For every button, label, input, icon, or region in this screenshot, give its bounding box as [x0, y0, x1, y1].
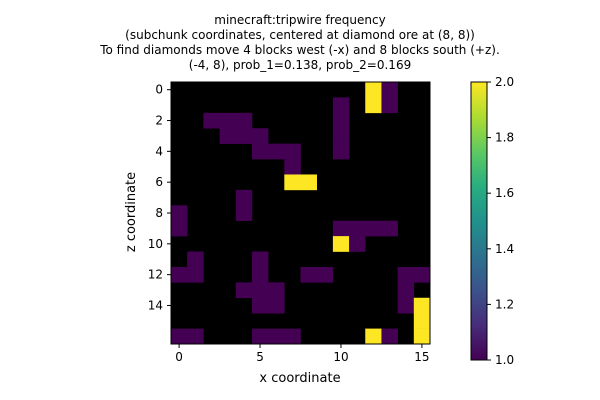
heatmap-cell [381, 97, 398, 114]
y-axis: 0 2 4 6 8 10 12 14 [148, 83, 171, 312]
x-tick-label: 0 [175, 350, 183, 364]
colorbar-ticks: 1.0 1.2 1.4 1.6 1.8 2.0 [487, 75, 514, 367]
title-line-3: To find diamonds move 4 blocks west (-x)… [100, 43, 500, 57]
colorbar-tick-label: 1.4 [495, 242, 514, 256]
heatmap-cell [316, 266, 334, 283]
heatmap-cell [413, 297, 431, 314]
heatmap-cell [251, 266, 269, 283]
heatmap-cells [171, 82, 431, 345]
heatmap-cell [268, 143, 285, 160]
heatmap-cell [187, 251, 204, 268]
x-axis-label: x coordinate [259, 371, 340, 386]
heatmap-cell [251, 128, 269, 144]
heatmap-cell [332, 143, 350, 160]
heatmap-cell [251, 143, 269, 160]
heatmap-cell [284, 174, 301, 191]
title-line-4: (-4, 8), prob_1=0.138, prob_2=0.169 [188, 58, 412, 72]
heatmap-cell [187, 328, 204, 345]
x-tick-label: 10 [333, 350, 348, 364]
heatmap-cell [268, 282, 285, 299]
heatmap-cell [268, 297, 285, 314]
heatmap-cell [332, 128, 350, 144]
heatmap-cell [268, 328, 285, 345]
y-axis-label: z coordinate [124, 172, 139, 252]
heatmap-cell [397, 266, 415, 283]
heatmap-cell [365, 82, 382, 98]
heatmap-cell [235, 189, 253, 206]
heatmap-cell [332, 236, 350, 252]
heatmap-cell [365, 220, 382, 237]
heatmap-cell [300, 174, 317, 191]
y-tick-label: 6 [155, 175, 163, 189]
heatmap-cell [300, 266, 317, 283]
heatmap-cell [171, 328, 188, 345]
heatmap-cell [413, 313, 431, 329]
heatmap-cell [365, 97, 382, 114]
heatmap-cell [284, 143, 301, 160]
heatmap-cell [171, 220, 188, 237]
colorbar-tick-label: 1.8 [495, 131, 514, 145]
heatmap-cell [332, 97, 350, 114]
colorbar-tick-label: 1.0 [495, 353, 514, 367]
x-tick-label: 15 [414, 350, 429, 364]
heatmap-cell [219, 112, 237, 129]
heatmap-cell [284, 328, 301, 345]
heatmap-cell [349, 236, 366, 252]
heatmap-cell [349, 220, 366, 237]
heatmap-cell [235, 282, 253, 299]
colorbar-tick-label: 2.0 [495, 75, 514, 89]
title-line-2: (subchunk coordinates, centered at diamo… [125, 28, 475, 42]
title-line-1: minecraft:tripwire frequency [214, 13, 386, 27]
colorbar-tick-label: 1.6 [495, 186, 514, 200]
y-tick-label: 0 [155, 83, 163, 97]
heatmap-cell [171, 205, 188, 221]
heatmap-cell [413, 266, 431, 283]
heatmap-cell [219, 128, 237, 144]
heatmap-cell [251, 297, 269, 314]
heatmap-cell [397, 282, 415, 299]
heatmap-cell [381, 82, 398, 98]
colorbar-tick-label: 1.2 [495, 297, 514, 311]
heatmap-cell [381, 220, 398, 237]
y-tick-label: 2 [155, 114, 163, 128]
y-tick-label: 14 [148, 298, 163, 312]
heatmap-cell [251, 251, 269, 268]
heatmap-cell [235, 112, 253, 129]
heatmap-cell [332, 220, 350, 237]
heatmap-cell [381, 328, 398, 345]
y-tick-label: 12 [148, 268, 163, 282]
heatmap-cell [171, 266, 188, 283]
heatmap-cell [365, 328, 382, 345]
heatmap-cell [284, 159, 301, 175]
heatmap-cell [413, 328, 431, 345]
y-tick-label: 8 [155, 206, 163, 220]
heatmap-cell [235, 205, 253, 221]
y-tick-label: 4 [155, 144, 163, 158]
colorbar: 1.0 1.2 1.4 1.6 1.8 2.0 [470, 75, 514, 367]
heatmap-cell [251, 328, 269, 345]
x-axis: 0 5 10 15 [175, 344, 430, 364]
heatmap-cell [235, 128, 253, 144]
y-tick-label: 10 [148, 237, 163, 251]
heatmap-cell [397, 297, 415, 314]
heatmap-cell [203, 112, 220, 129]
colorbar-gradient [470, 81, 488, 361]
heatmap-cell [251, 282, 269, 299]
heatmap-cell [187, 266, 204, 283]
heatmap-cell [332, 112, 350, 129]
x-tick-label: 5 [256, 350, 264, 364]
